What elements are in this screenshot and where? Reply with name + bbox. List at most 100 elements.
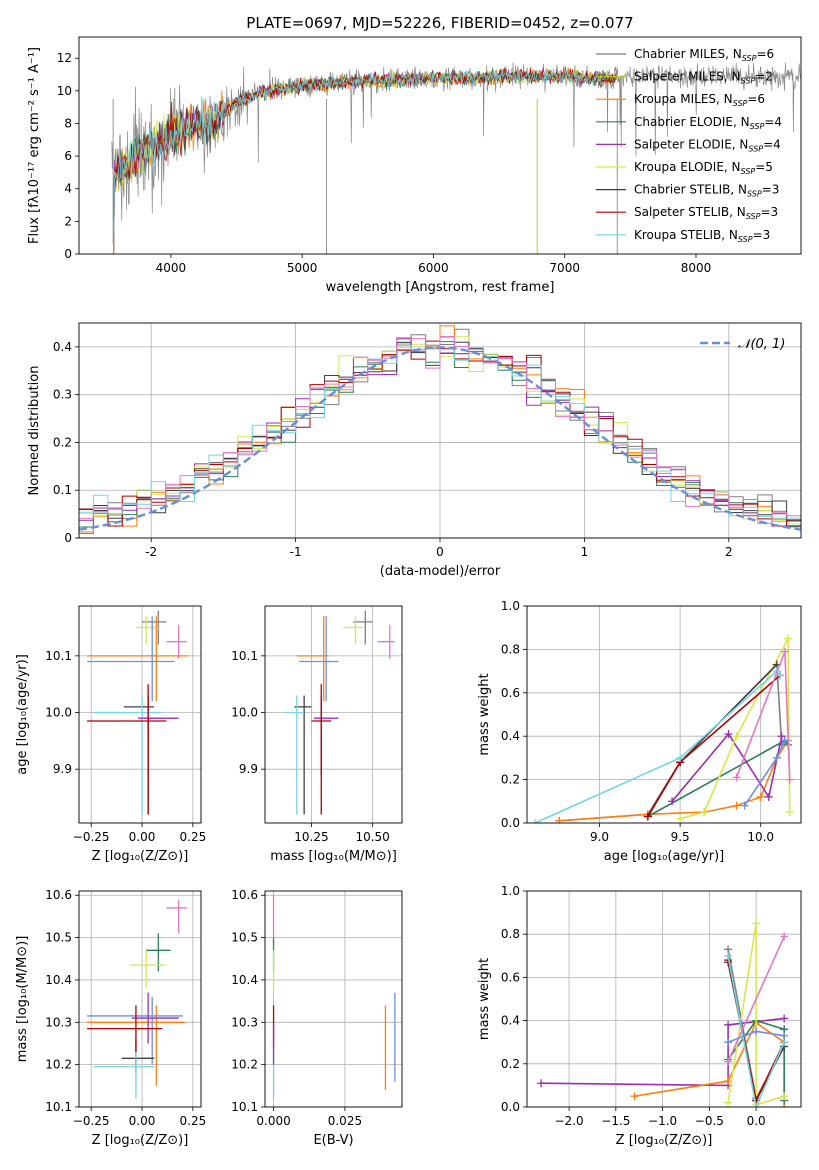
weight-series-line xyxy=(724,951,789,1107)
y-tick-label: 0.8 xyxy=(501,927,520,941)
y-tick-label: 10.0 xyxy=(231,706,258,720)
axes: 4000 5000 6000 7000 8000 0 2 4 6 8 10 12 xyxy=(57,51,712,275)
weight-marker xyxy=(724,1057,733,1066)
weight-marker xyxy=(784,634,793,643)
chart-weight-vs-Z: −2.0 −1.5 −1.0 −0.5 0.0 0.0 0.2 0.4 0.6 0.8 1.0 Z [… xyxy=(477,884,802,1148)
y-tick-label: 12 xyxy=(57,51,72,65)
weight-series-line xyxy=(724,919,789,1107)
x-tick-label: 8000 xyxy=(681,261,712,275)
chart-age-vs-mass: 10.25 10.50 9.9 10.0 10.1 mass [log₁₀(M/M⊙)] xyxy=(231,605,403,864)
plot-frame xyxy=(526,890,802,1108)
weight-marker xyxy=(752,1103,761,1107)
weight-line xyxy=(727,923,785,1106)
legend-entry: Kroupa STELIB, NSSP=3 xyxy=(634,228,770,244)
errorbar-point xyxy=(353,610,373,645)
y-axis-label: age [log₁₀(age/yr)] xyxy=(15,654,30,775)
x-axis-label: Z [log₁₀(Z/Z⊙)] xyxy=(92,1133,189,1148)
weight-marker xyxy=(732,732,741,741)
y-tick-label: 10.3 xyxy=(45,1015,72,1029)
y-tick-label: 0.2 xyxy=(501,1057,520,1071)
y-tick-label: 0.6 xyxy=(501,686,520,700)
weight-line xyxy=(679,638,791,820)
axes: 10.25 10.50 9.9 10.0 10.1 xyxy=(231,606,402,844)
errorbar-point xyxy=(87,1005,163,1052)
y-tick-label: 10.0 xyxy=(45,706,72,720)
y-tick-label: 10.2 xyxy=(231,1058,258,1072)
x-tick-label: 0.000 xyxy=(256,1114,290,1128)
axes: −0.25 0.00 0.25 10.1 10.2 10.3 10.4 10.5 10.6 xyxy=(45,888,206,1128)
weight-marker xyxy=(776,671,785,680)
chart-mass-vs-EBV: 0.000 0.025 10.1 10.2 10.3 10.4 10.5 10.6 E(B-V) xyxy=(231,888,403,1148)
plot-frame xyxy=(78,36,802,255)
weight-marker xyxy=(764,792,773,801)
weight-series-line xyxy=(732,647,794,784)
legend-entry: Salpeter ELODIE, NSSP=4 xyxy=(634,137,781,153)
errorbar-point xyxy=(284,695,305,815)
weight-marker xyxy=(724,951,733,960)
chart-mass-vs-Z: −0.25 0.00 0.25 10.1 10.2 10.3 10.4 10.5 10.6 Z [… xyxy=(15,888,206,1148)
x-tick-label: 10.0 xyxy=(747,830,774,844)
axes: −0.25 0.00 0.25 9.9 10.0 10.1 xyxy=(45,606,206,844)
weight-marker xyxy=(676,753,685,762)
y-tick-label: 10.3 xyxy=(231,1015,258,1029)
errorbar-point xyxy=(343,616,363,645)
legend-entry: Kroupa MILES, NSSP=6 xyxy=(634,92,765,108)
weight-marker xyxy=(724,1020,733,1029)
weight-marker xyxy=(676,814,685,823)
x-axis-label: Z [log₁₀(Z/Z⊙)] xyxy=(92,849,189,864)
x-axis-label: Z [log₁₀(Z/Z⊙)] xyxy=(616,1133,713,1148)
y-axis-label: Flux [fλ10⁻¹⁷ erg cm⁻² s⁻¹ A⁻¹] xyxy=(27,47,42,244)
y-tick-label: 0.4 xyxy=(53,340,72,354)
errorbar-point xyxy=(87,616,175,702)
y-tick-label: 0 xyxy=(64,531,72,545)
y-tick-label: 10.2 xyxy=(45,1058,72,1072)
x-tick-label: 10.25 xyxy=(294,830,328,844)
y-tick-label: 0.0 xyxy=(501,816,520,830)
weight-marker xyxy=(668,797,677,806)
errorbar-point xyxy=(311,684,332,815)
legend-entry: Chabrier MILES, NSSP=6 xyxy=(634,47,774,63)
y-tick-label: 1.0 xyxy=(501,599,520,613)
x-tick-label: 0.25 xyxy=(180,1114,207,1128)
y-tick-label: 2 xyxy=(64,214,72,228)
errorbar-point xyxy=(93,1035,155,1099)
weight-marker xyxy=(772,753,781,762)
axes: -2 -1 0 1 2 0 0.1 0.2 0.3 0.4 xyxy=(53,323,801,559)
errorbar-points xyxy=(87,610,189,815)
weight-line xyxy=(727,936,785,1062)
weight-marker xyxy=(643,812,652,821)
x-tick-label: -2 xyxy=(145,545,157,559)
weight-marker xyxy=(732,773,741,782)
weight-marker xyxy=(555,816,564,823)
y-tick-label: 0.2 xyxy=(53,435,72,449)
spectrum-lines xyxy=(111,62,801,254)
x-axis-label: wavelength [Angstrom, rest frame] xyxy=(326,280,555,295)
legend-entry: 𝒩(0, 1) xyxy=(738,337,785,352)
plot-frame xyxy=(78,890,202,1108)
y-tick-label: 0.1 xyxy=(53,483,72,497)
weight-marker xyxy=(752,1027,761,1036)
x-tick-label: 2 xyxy=(725,545,733,559)
errorbar-point xyxy=(87,684,167,815)
y-axis-label: mass weight xyxy=(477,673,492,755)
weight-marker xyxy=(724,1098,733,1107)
x-axis-label: E(B-V) xyxy=(313,1133,353,1148)
x-tick-label: 10.50 xyxy=(355,830,389,844)
y-tick-label: 6 xyxy=(64,149,72,163)
x-tick-label: 9.5 xyxy=(671,830,690,844)
plot-frame xyxy=(264,890,403,1108)
y-tick-label: 1.0 xyxy=(501,884,520,898)
y-tick-label: 9.9 xyxy=(53,762,72,776)
errorbar-point xyxy=(166,899,187,934)
errorbar-point xyxy=(296,616,329,702)
y-tick-label: 0.2 xyxy=(501,773,520,787)
y-tick-label: 10.4 xyxy=(45,973,72,987)
x-tick-label: −1.5 xyxy=(601,1114,630,1128)
errorbar-point xyxy=(129,950,167,989)
chart-weight-vs-age: 9.0 9.5 10.0 0.0 0.2 0.4 0.6 0.8 1.0 age [log₁₀(a… xyxy=(477,599,802,864)
weight-marker xyxy=(752,919,761,928)
weight-line xyxy=(559,740,789,822)
x-tick-label: 6000 xyxy=(418,261,449,275)
weight-series-line xyxy=(643,671,785,821)
errorbar-points xyxy=(272,895,396,1099)
